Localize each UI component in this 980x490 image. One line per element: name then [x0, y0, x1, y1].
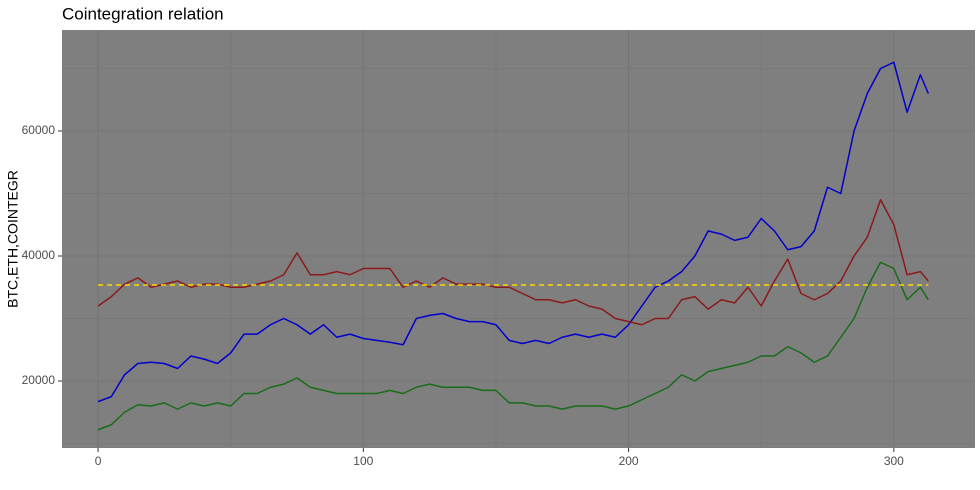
series-line [97, 199, 929, 326]
series-line [97, 61, 930, 403]
x-tick-label: 200 [619, 454, 639, 468]
plot-panel [62, 30, 975, 448]
y-tick-label: 20000 [22, 373, 56, 387]
y-axis-label: BTC,ETH,COINTEGR [5, 170, 21, 308]
x-tick-label: 100 [353, 454, 373, 468]
y-tick-label: 60000 [22, 123, 56, 137]
series-line [97, 261, 929, 431]
x-tick-label: 0 [95, 454, 102, 468]
y-tick-label: 40000 [22, 248, 56, 262]
x-tick-label: 300 [884, 454, 904, 468]
chart-title: Cointegration relation [62, 4, 224, 23]
